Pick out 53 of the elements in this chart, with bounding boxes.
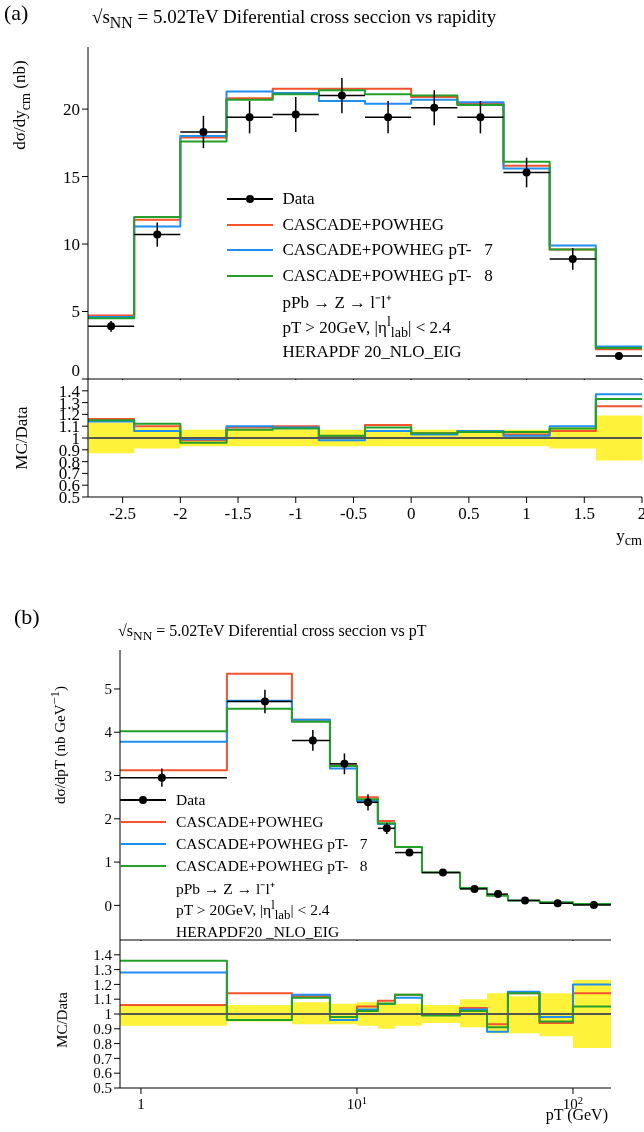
y-tick-label: 1.3 [93, 961, 112, 978]
x-tick-label: -2 [173, 504, 188, 524]
legend-label: CASCADE+POWHEG pT- 7 [176, 835, 368, 854]
x-tick-label: 0 [406, 504, 416, 524]
annotation: pPb → Z → l⁻l⁺ [176, 879, 275, 900]
y-tick-label: 4 [104, 724, 113, 741]
text: (b) [14, 604, 40, 630]
y-tick-label: 1 [104, 854, 112, 871]
legend-label: Data [282, 189, 315, 210]
annotation: pT > 20GeV, |η$^{l}$$_{lab}$| < 2.4 [282, 312, 451, 341]
y-tick-label: 0.8 [93, 1035, 112, 1052]
y-tick-label: 0 [71, 361, 80, 381]
y-tick-label: 2 [104, 811, 112, 828]
y-tick-label: 5 [71, 302, 80, 322]
x-tick-label: 0.5 [458, 504, 480, 524]
x-tick-label: 10$^{1}$ [346, 1094, 368, 1112]
y-axis-title: MC/Data [53, 992, 71, 1048]
legend-label: CASCADE+POWHEG pT- 8 [282, 265, 493, 286]
x-axis-title: y$_{cm}$ [616, 526, 642, 550]
chart-title: √s$_{NN}$ = 5.02TeV Diferential cross seccion vs pT [118, 622, 427, 645]
x-tick-label: 1 [522, 504, 531, 524]
annotation: HERAPDF 20_NLO_EIG [282, 342, 462, 363]
y-tick-label: 1.4 [93, 947, 113, 964]
y-tick-label: 0 [104, 897, 112, 914]
legend-label: CASCADE+POWHEG pT- 8 [176, 857, 368, 876]
x-tick-label: -2.5 [109, 504, 137, 524]
legend-label: CASCADE+POWHEG [176, 813, 324, 832]
y-tick-label: 0.5 [93, 1080, 112, 1097]
legend-label: CASCADE+POWHEG pT- 7 [282, 240, 493, 261]
y-tick-label: 20 [63, 100, 80, 120]
y-tick-label: 15 [63, 167, 80, 187]
legend-label: Data [176, 791, 206, 810]
chart-title: √s$_{NN}$ = 5.02TeV Diferential cross seccion vs rapidity [92, 6, 497, 32]
y-tick-label: 5 [104, 681, 112, 698]
y-tick-label: 0.6 [93, 1065, 113, 1082]
y-axis-title: MC/Data [12, 406, 32, 470]
x-tick-label: 1 [137, 1095, 145, 1112]
y-tick-label: 1.2 [93, 976, 112, 993]
x-tick-label: -0.5 [340, 504, 367, 524]
y-tick-label: 0.7 [93, 1050, 113, 1067]
x-tick-label: -1.5 [224, 504, 252, 524]
annotation: pT > 20GeV, |η$^{l}$$_{lab}$| < 2.4 [176, 897, 330, 924]
y-tick-label: 10 [63, 234, 80, 254]
annotation: pPb → Z → l⁻l⁺ [282, 291, 392, 313]
y-tick-label: 3 [104, 767, 112, 784]
legend-label: CASCADE+POWHEG [282, 214, 445, 235]
y-tick-label: 1 [104, 1006, 112, 1023]
y-tick-label: 1.1 [93, 991, 112, 1008]
y-tick-label: 0.9 [93, 1021, 112, 1038]
x-tick-label: -1 [288, 504, 303, 524]
x-tick-label: 1.5 [573, 504, 595, 524]
annotation: HERAPDF20 _NLO_EIG [176, 923, 340, 942]
text: (a) [4, 0, 29, 26]
